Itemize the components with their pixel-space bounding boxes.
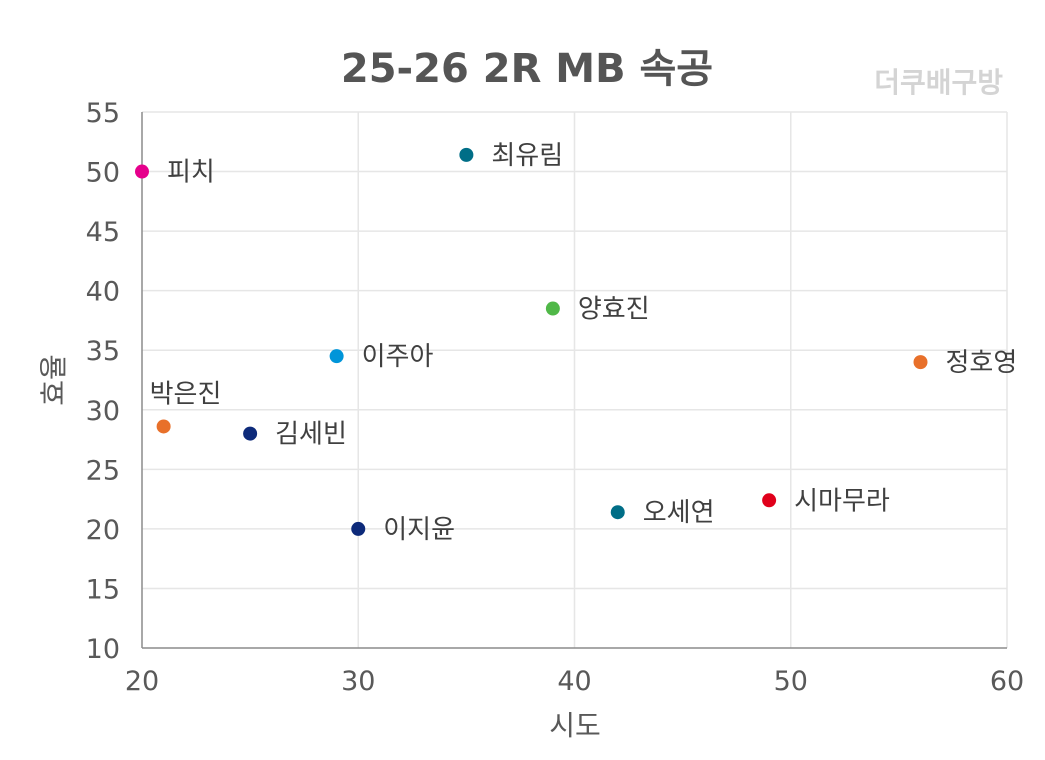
data-point — [329, 349, 344, 364]
y-tick-label: 45 — [86, 217, 120, 248]
data-point-label: 박은진 — [150, 379, 222, 409]
y-tick-label: 30 — [86, 396, 120, 427]
data-point — [610, 505, 625, 520]
x-tick-label: 40 — [557, 666, 591, 697]
data-point-label: 피치 — [167, 158, 215, 188]
x-tick-label: 20 — [125, 666, 159, 697]
y-tick-labels: 10 15 20 25 30 35 40 45 50 55 — [86, 98, 120, 665]
data-point — [913, 355, 928, 370]
x-tick-labels: 20 30 40 50 60 — [125, 666, 1024, 697]
y-tick-label: 55 — [86, 98, 120, 129]
data-point — [459, 147, 474, 162]
data-point-label: 이주아 — [362, 342, 434, 372]
data-point — [156, 419, 171, 434]
data-point-label: 시마무라 — [794, 486, 890, 516]
y-tick-label: 15 — [86, 574, 120, 605]
data-point-label: 오세연 — [643, 498, 715, 528]
y-tick-label: 40 — [86, 277, 120, 308]
data-point — [762, 493, 777, 508]
x-tick-label: 50 — [774, 666, 808, 697]
y-tick-label: 20 — [86, 515, 120, 546]
axes — [141, 112, 1007, 649]
y-tick-label: 50 — [86, 158, 120, 189]
y-axis-label: 효율 — [37, 354, 70, 406]
grid — [142, 111, 1008, 648]
data-point-label: 정호영 — [946, 348, 1018, 378]
x-tick-label: 30 — [341, 666, 375, 697]
y-tick-label: 25 — [86, 455, 120, 486]
data-point-label: 이지윤 — [383, 515, 455, 545]
data-point-label: 김세빈 — [275, 420, 347, 450]
data-point-label: 양효진 — [578, 295, 650, 325]
data-point — [135, 164, 149, 179]
data-point-label: 최유림 — [491, 141, 563, 171]
data-point — [243, 426, 258, 441]
x-tick-label: 60 — [990, 666, 1024, 697]
x-axis-label: 시도 — [549, 709, 601, 742]
chart-title: 25-26 2R MB 속공 — [341, 46, 713, 92]
y-tick-label: 10 — [86, 634, 120, 665]
watermark-text: 더쿠배구방 — [874, 66, 1003, 99]
data-point — [351, 521, 366, 536]
data-point — [545, 301, 560, 316]
y-tick-label: 35 — [86, 336, 120, 367]
